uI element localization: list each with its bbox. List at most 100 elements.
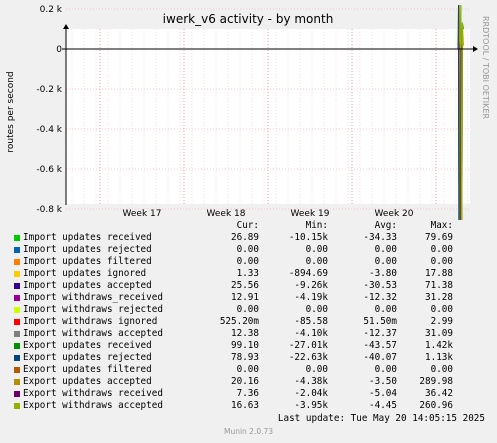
legend-avg: -12.32 (363, 292, 397, 303)
legend-header: Cur: Min: Avg: Max: (11, 220, 453, 232)
legend-swatch (14, 283, 20, 289)
footer-version: Munin 2.0.73 (223, 427, 274, 436)
legend-row: Import withdraws_received 12.91 -4.19k -12.… (11, 292, 453, 304)
legend-series-name: Export updates filtered (23, 364, 152, 375)
legend-swatch (14, 343, 20, 349)
legend-max: 289.98 (419, 376, 453, 387)
legend-avg: -5.04 (369, 388, 397, 399)
legend-cur: 1.33 (236, 268, 259, 279)
legend-max: 0.00 (430, 256, 453, 267)
legend-swatch (14, 307, 20, 313)
axes (62, 24, 478, 205)
legend-swatch (14, 235, 20, 241)
legend-row: Export withdraws received 7.36 -2.04k -5.04… (11, 388, 453, 400)
legend-min: 0.00 (305, 244, 328, 255)
legend-swatch (14, 247, 20, 253)
legend-avg: -43.57 (363, 340, 397, 351)
legend-avg: -12.37 (363, 328, 397, 339)
legend-series-name: Import updates filtered (23, 256, 152, 267)
legend-swatch (14, 391, 20, 397)
legend-min: -3.95k (294, 400, 328, 411)
legend-series-name: Export withdraws received (23, 388, 163, 399)
legend-avg: 0.00 (374, 256, 397, 267)
legend-row: Import updates received 26.89 -10.15k -34.3… (11, 232, 453, 244)
legend-row: Export updates rejected 78.93 -22.63k -40.0… (11, 352, 453, 364)
legend-row: Export updates filtered 0.00 0.00 0.00 0.00 (11, 364, 453, 376)
legend-avg: -3.50 (369, 376, 397, 387)
legend-series-name: Export updates accepted (23, 376, 152, 387)
legend-row: Import updates ignored 1.33 -894.69 -3.80 17… (11, 268, 453, 280)
legend-avg: 0.00 (374, 364, 397, 375)
grid (66, 8, 470, 210)
legend-avg: -34.33 (363, 232, 397, 243)
chart-graph: iwerk_v6 activity - by month routes per … (6, 4, 490, 220)
legend-series-name: Import withdraws_received (23, 292, 163, 303)
y-axis-label: routes per second (6, 71, 16, 152)
x-tick-label: Week 18 (207, 209, 246, 219)
legend-series-name: Import updates received (23, 232, 152, 243)
legend-rows: Import updates received 26.89 -10.15k -34.3… (11, 232, 453, 412)
legend-avg: -40.07 (363, 352, 397, 363)
x-tick-label: Week 19 (291, 209, 330, 219)
legend-series-name: Import updates ignored (23, 268, 147, 279)
side-label: RRDTOOL / TOBI OETIKER (481, 16, 490, 119)
legend-swatch (14, 295, 20, 301)
legend-row: Import withdraws rejected 0.00 0.00 0.00 0.0… (11, 304, 453, 316)
series-line (459, 4, 464, 220)
legend-max: 0.00 (430, 364, 453, 375)
legend-min: -4.38k (294, 376, 328, 387)
legend-series-name: Import updates accepted (23, 280, 152, 291)
legend-cur: 12.38 (231, 328, 259, 339)
legend-cur: 20.16 (231, 376, 259, 387)
legend-cur: 16.63 (231, 400, 259, 411)
legend-min: -9.26k (294, 280, 328, 291)
legend-swatch (14, 355, 20, 361)
legend-min: -2.04k (294, 388, 328, 399)
legend-series-name: Import withdraws accepted (23, 328, 163, 339)
series-line (458, 4, 463, 220)
legend-cur: 7.36 (236, 388, 259, 399)
legend-min: -894.69 (288, 268, 328, 279)
legend-swatch (14, 367, 20, 373)
legend-series-name: Import withdraws ignored (23, 316, 158, 327)
legend-avg: -3.80 (369, 268, 397, 279)
legend-cur: 26.89 (231, 232, 259, 243)
legend-header-min: Min: (305, 220, 328, 231)
legend-cur: 0.00 (236, 304, 259, 315)
legend-series-name: Export withdraws accepted (23, 400, 163, 411)
y-tick-label: -0.2 k (36, 85, 62, 95)
legend-avg: 0.00 (374, 304, 397, 315)
legend-min: -85.58 (294, 316, 328, 327)
legend-series-name: Import withdraws rejected (23, 304, 163, 315)
legend-min: -10.15k (288, 232, 328, 243)
legend-cur: 525.20m (219, 316, 259, 327)
legend-max: 260.96 (419, 400, 453, 411)
legend-avg: 51.50m (363, 316, 397, 327)
y-axis-ticks: 0.2 k0-0.2 k-0.4 k-0.6 k-0.8 k-1.0 k-1.2… (36, 5, 62, 215)
legend-swatch (14, 379, 20, 385)
legend-row: Import withdraws accepted 12.38 -4.10k -12.… (11, 328, 453, 340)
legend-header-avg: Avg: (374, 220, 397, 231)
legend-series-name: Import updates rejected (23, 244, 152, 255)
y-tick-label: -0.8 k (36, 205, 62, 215)
legend-min: 0.00 (305, 364, 328, 375)
x-axis-ticks: Week 17 Week 18 Week 19 Week 20 (123, 209, 414, 219)
legend-min: 0.00 (305, 256, 328, 267)
legend-avg: -4.45 (369, 400, 397, 411)
legend-max: 0.00 (430, 304, 453, 315)
legend-max: 71.38 (425, 280, 453, 291)
legend-max: 2.99 (430, 316, 453, 327)
legend-swatch (14, 271, 20, 277)
legend-series-name: Export updates received (23, 340, 152, 351)
legend-max: 36.42 (425, 388, 453, 399)
x-tick-label: Week 17 (123, 209, 162, 219)
legend-min: -4.10k (294, 328, 328, 339)
legend: Cur: Min: Avg: Max: Import updates recei… (11, 220, 453, 412)
legend-series-name: Export updates rejected (23, 352, 152, 363)
last-update: Last update: Tue May 20 14:05:15 2025 (277, 413, 485, 424)
legend-max: 1.42k (425, 340, 453, 351)
legend-row: Import updates filtered 0.00 0.00 0.00 0.00 (11, 256, 453, 268)
legend-cur: 99.10 (231, 340, 259, 351)
legend-min: -22.63k (288, 352, 328, 363)
legend-min: 0.00 (305, 304, 328, 315)
